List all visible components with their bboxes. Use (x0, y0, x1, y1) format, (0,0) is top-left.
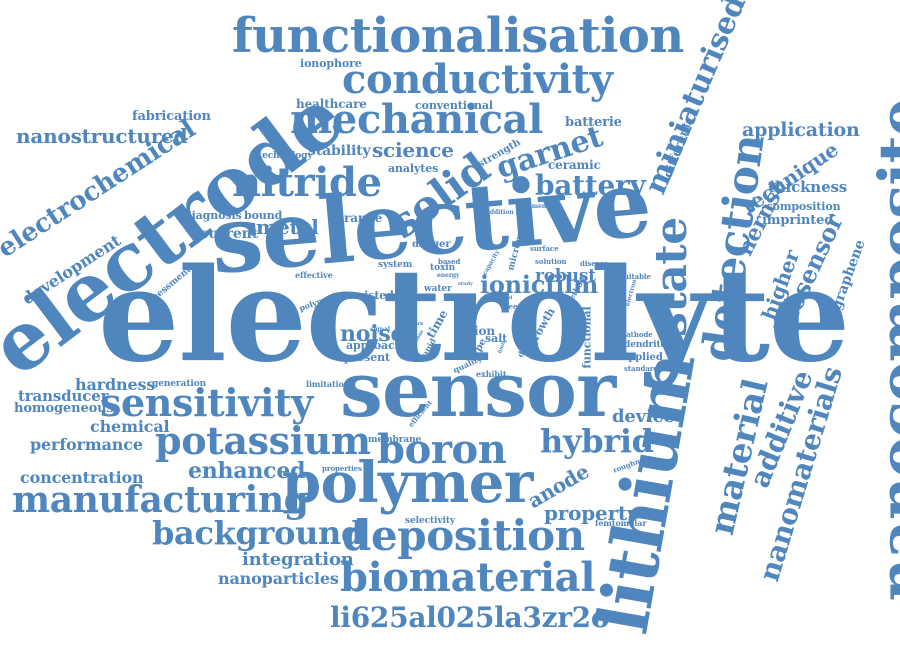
word-sensor: sensor (340, 345, 616, 434)
word-selectivity: selectivity (405, 516, 456, 526)
word-property: property (544, 501, 639, 525)
word-signal: signal (370, 326, 391, 333)
word-integration: integration (242, 549, 354, 570)
word-device: device (612, 406, 675, 427)
word-approach: approach (346, 339, 403, 352)
word-disease: disease (580, 259, 609, 268)
word-performance: performance (30, 435, 143, 454)
word-layer: layer (400, 292, 414, 298)
word-nanostructured: nanostructured (16, 124, 188, 148)
word-hybrid: hybrid (540, 422, 654, 460)
word-nanoparticles: nanoparticles (218, 569, 339, 588)
word-li625al025la3zr2o: li625al025la3zr2o (330, 601, 610, 634)
word-technology: technology (258, 151, 313, 161)
word-properties: properties (322, 464, 362, 473)
word-energy: energy (437, 272, 460, 279)
word-batterie: batterie (565, 115, 622, 130)
word-mechanical: mechanical (290, 96, 543, 143)
word-effective: effective (295, 270, 333, 280)
word-surface: surface (530, 244, 559, 253)
word-background: background (152, 514, 364, 552)
word-state: state (645, 217, 697, 337)
word-concentration: concentration (20, 468, 144, 487)
word-nanocomposite: nanocomposite (866, 98, 900, 602)
word-homogeneous: homogeneous (14, 401, 114, 416)
word-nitride: nitride (232, 159, 382, 206)
word-polymer: polymer (282, 450, 533, 516)
word-analytes: analytes (388, 162, 439, 175)
word-suitable: suitable (620, 272, 651, 281)
word-system: system (378, 260, 413, 270)
word-science: science (372, 138, 454, 162)
word-exhibit: exhibit (476, 369, 507, 379)
word-biomaterial: biomaterial (340, 554, 595, 601)
word-functional: functional (580, 306, 594, 369)
word-element: element (522, 203, 549, 210)
word-free: free (502, 302, 518, 311)
word-manufacturing: manufacturing (12, 479, 309, 521)
word-composition: composition (766, 200, 841, 213)
word-ionicfilm: ionicfilm (480, 270, 599, 299)
word-solution: solution (535, 257, 567, 266)
word-assisted: assisted (345, 289, 394, 302)
word-potassium: potassium (155, 418, 371, 463)
word-based: based (438, 257, 461, 266)
word-deposition: deposition (342, 511, 585, 560)
word-cathode: cathode (622, 330, 653, 339)
word-current: current (200, 226, 259, 242)
word-ceramic: ceramic (548, 158, 601, 172)
word-noise: noise (340, 321, 405, 347)
word-ionophore: ionophore (300, 57, 362, 70)
word-boron: boron (377, 426, 507, 473)
word-dendrite: dendrite (624, 340, 667, 350)
word-limitation: limitation (306, 379, 350, 389)
word-metal: metal (256, 215, 319, 239)
word-enhanced: enhanced (188, 458, 306, 484)
word-water: water (424, 284, 452, 294)
word-bound: bound (244, 209, 283, 222)
word-fabrication: fabrication (132, 109, 211, 124)
word-robust: robust (535, 266, 596, 286)
word-electrolyte: electrolyte (98, 241, 850, 391)
word-salt: salt (485, 332, 508, 345)
word-applied: applied (622, 352, 663, 363)
word-diagnosis: diagnosis (184, 209, 242, 222)
word-conductivity: conductivity (342, 56, 613, 103)
word-imprinted: imprinted (762, 213, 834, 228)
word-application: application (742, 119, 860, 141)
word-ion: ion (474, 324, 495, 338)
word-generation: generation (152, 379, 207, 389)
word-field: field (500, 295, 513, 301)
word-chemical: chemical (90, 417, 170, 436)
word-study: study (458, 281, 473, 287)
word-battery: battery (535, 169, 646, 202)
word-standard: standard (624, 364, 659, 373)
word-sensitivity: sensitivity (100, 380, 313, 425)
word-femtomolar: femtomolar (595, 518, 647, 528)
word-membrane: membrane (368, 435, 422, 445)
word-present: present (344, 351, 390, 364)
word-healthcare: healthcare (296, 97, 367, 111)
word-thickness: thickness (768, 178, 848, 196)
word-work: work (410, 321, 424, 327)
word-dagger: dagger (412, 239, 451, 250)
word-conventional: conventional (415, 99, 494, 112)
word-transducer: transducer (18, 387, 109, 405)
word-addition: addition (486, 209, 514, 216)
word-toxin: toxin (430, 263, 456, 273)
word-hardness: hardness (75, 375, 156, 394)
word-functionalisation: functionalisation (232, 8, 684, 64)
word-facile: facile (530, 355, 546, 361)
word-stability: stability (308, 143, 371, 159)
word-range: range (344, 211, 383, 225)
word-cost: cost (470, 357, 482, 363)
